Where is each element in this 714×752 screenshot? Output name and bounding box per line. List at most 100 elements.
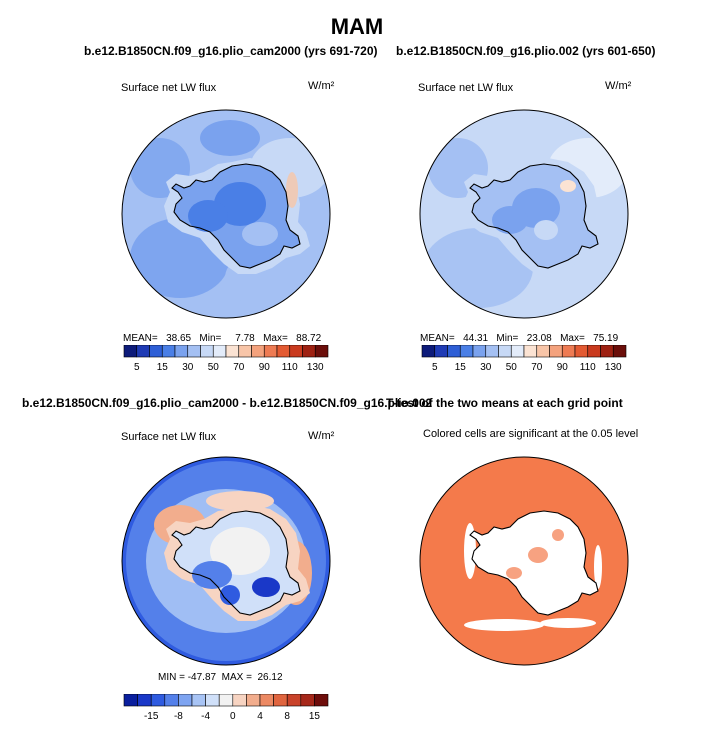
colorbar-tick-label: 70 bbox=[233, 362, 245, 373]
panel1-colorbar: 5 15 30 50 70 90 110 130 bbox=[123, 345, 329, 373]
colorbar-tick-label: -4 bbox=[201, 711, 210, 722]
colorbar-tick-label: -8 bbox=[174, 711, 183, 722]
field-patch bbox=[540, 618, 596, 628]
colorbar-swatch bbox=[238, 345, 252, 358]
colorbar-tick-label: 50 bbox=[506, 362, 518, 373]
panel4-map bbox=[419, 456, 629, 666]
continent-patch bbox=[242, 222, 278, 246]
colorbar-swatch bbox=[447, 345, 461, 358]
panel3-variable-label: Surface net LW flux bbox=[121, 431, 217, 443]
colorbar-swatch bbox=[232, 694, 247, 707]
continent-patch bbox=[506, 567, 522, 579]
continent-patch bbox=[528, 547, 548, 563]
panel1-variable-label: Surface net LW flux bbox=[121, 82, 217, 94]
coastline bbox=[469, 163, 599, 269]
colorbar-swatch bbox=[246, 694, 261, 707]
colorbar-swatch bbox=[218, 694, 234, 707]
colorbar-tick-label: -15 bbox=[144, 711, 159, 722]
colorbar-swatch bbox=[123, 345, 138, 358]
colorbar-tick-label: 4 bbox=[257, 711, 263, 722]
colorbar-swatch bbox=[574, 345, 589, 358]
colorbar-swatch bbox=[178, 694, 193, 707]
continent-patch bbox=[210, 527, 270, 575]
panel1-map bbox=[121, 109, 331, 319]
colorbar-tick-label: 5 bbox=[134, 362, 140, 373]
colorbar-swatch bbox=[225, 345, 240, 358]
colorbar-tick-label: 30 bbox=[480, 362, 492, 373]
colorbar-swatch bbox=[276, 345, 291, 358]
map-boundary bbox=[419, 456, 629, 666]
colorbar-swatch bbox=[510, 345, 525, 358]
colorbar-swatch bbox=[161, 345, 176, 358]
map-boundary bbox=[121, 109, 331, 319]
colorbar-tick-label: 8 bbox=[284, 711, 290, 722]
colorbar-swatch bbox=[612, 345, 627, 358]
colorbar-swatch bbox=[205, 694, 220, 707]
continent-patch bbox=[188, 200, 228, 232]
colorbar-swatch bbox=[314, 694, 329, 707]
colorbar-swatch bbox=[251, 345, 265, 358]
colorbar-swatch bbox=[137, 694, 152, 707]
colorbar-swatch bbox=[200, 345, 214, 358]
panel2-variable-label: Surface net LW flux bbox=[418, 82, 514, 94]
colorbar-swatch bbox=[498, 345, 512, 358]
map-boundary bbox=[419, 109, 629, 319]
colorbar-tick-label: 110 bbox=[580, 362, 596, 373]
colorbar-swatch bbox=[286, 694, 302, 707]
colorbar-tick-label: 110 bbox=[282, 362, 298, 373]
colorbar-swatch bbox=[523, 345, 538, 358]
continent-patch bbox=[534, 220, 558, 240]
continent-patch bbox=[492, 206, 528, 234]
colorbar-tick-label: 130 bbox=[605, 362, 622, 373]
field-patch bbox=[464, 619, 544, 631]
colorbar-tick-label: 15 bbox=[309, 711, 321, 722]
coastline bbox=[171, 163, 301, 269]
continent-patch bbox=[286, 172, 298, 208]
colorbar-swatch bbox=[149, 345, 163, 358]
colorbar-swatch bbox=[549, 345, 563, 358]
panel4-title: T-test of the two means at each grid poi… bbox=[386, 396, 623, 410]
continent-patch bbox=[560, 180, 576, 192]
colorbar-swatch bbox=[263, 345, 278, 358]
colorbar-swatch bbox=[259, 694, 274, 707]
colorbar-swatch bbox=[123, 694, 138, 707]
continent-patch bbox=[252, 577, 280, 597]
colorbar-swatch bbox=[289, 345, 303, 358]
colorbar-swatch bbox=[314, 345, 329, 358]
colorbar-swatch bbox=[587, 345, 601, 358]
colorbar-swatch bbox=[302, 345, 316, 358]
colorbar-swatch bbox=[421, 345, 436, 358]
continent-field bbox=[470, 511, 598, 615]
panel2-units-label: W/m² bbox=[605, 80, 632, 92]
panel2-stats: MEAN= 44.31 Min= 23.08 Max= 75.19 bbox=[420, 333, 619, 344]
continent-patch bbox=[552, 529, 564, 541]
panel1-title: b.e12.B1850CN.f09_g16.plio_cam2000 (yrs … bbox=[84, 44, 378, 58]
panel2-colorbar: 5 15 30 50 70 90 110 130 bbox=[421, 345, 627, 373]
colorbar-swatch bbox=[561, 345, 576, 358]
colorbar-tick-label: 130 bbox=[307, 362, 324, 373]
panel1-stats: MEAN= 38.65 Min= 7.78 Max= 88.72 bbox=[123, 333, 322, 344]
colorbar-swatch bbox=[273, 694, 288, 707]
field-patch bbox=[206, 491, 274, 511]
colorbar-tick-label: 70 bbox=[531, 362, 543, 373]
colorbar-tick-label: 90 bbox=[259, 362, 271, 373]
panel3-colorbar: -15 -8 -4 0 4 8 15 bbox=[123, 694, 329, 722]
panel3-units-label: W/m² bbox=[308, 430, 335, 442]
colorbar-swatch bbox=[434, 345, 448, 358]
colorbar-tick-label: 15 bbox=[455, 362, 467, 373]
colorbar-swatch bbox=[485, 345, 499, 358]
panel3-stats: MIN = -47.87 MAX = 26.12 bbox=[158, 672, 283, 683]
colorbar-tick-label: 15 bbox=[157, 362, 169, 373]
colorbar-swatch bbox=[136, 345, 150, 358]
colorbar-swatch bbox=[472, 345, 487, 358]
coastline bbox=[469, 510, 599, 616]
colorbar-tick-label: 90 bbox=[557, 362, 569, 373]
colorbar-swatch bbox=[212, 345, 227, 358]
colorbar-swatch bbox=[174, 345, 189, 358]
field-patch bbox=[594, 545, 602, 589]
colorbar-swatch bbox=[536, 345, 550, 358]
panel3-map bbox=[121, 456, 331, 666]
coastline bbox=[171, 510, 301, 616]
colorbar-swatch bbox=[191, 694, 206, 707]
panel3-title: b.e12.B1850CN.f09_g16.plio_cam2000 - b.e… bbox=[22, 396, 433, 410]
